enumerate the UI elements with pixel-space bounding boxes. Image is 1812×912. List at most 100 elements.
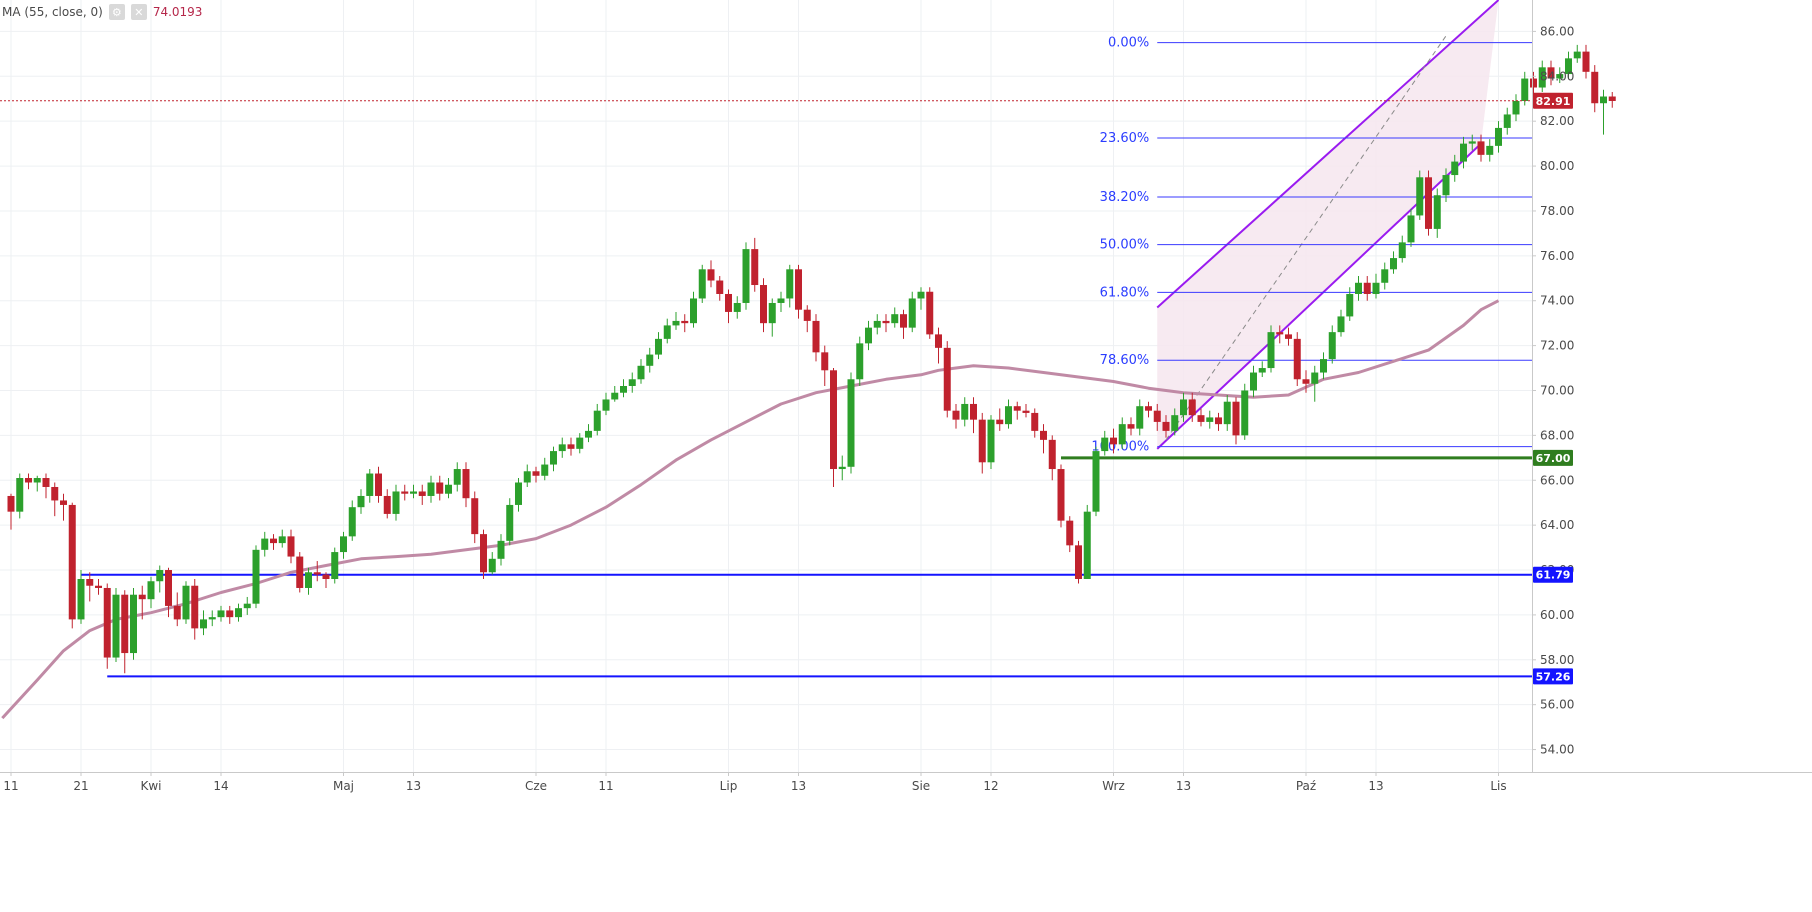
candle-body: [1556, 74, 1564, 79]
candle-body: [970, 403, 977, 420]
candle: [1066, 516, 1074, 553]
time-tick-label: 13: [1176, 779, 1191, 793]
candle-body: [541, 464, 549, 476]
candle-body: [1206, 417, 1214, 422]
candle-body: [506, 504, 514, 541]
candle: [436, 475, 444, 501]
candle-body: [1530, 78, 1537, 88]
candle-body: [1573, 51, 1581, 59]
candle: [978, 412, 986, 474]
candle-body: [786, 269, 794, 299]
candle: [1346, 287, 1354, 321]
candle-body: [1538, 67, 1546, 88]
candle-body: [1320, 359, 1327, 373]
candle: [1118, 417, 1126, 449]
candle: [725, 289, 732, 324]
candle-body: [1608, 96, 1616, 101]
candle: [1110, 428, 1117, 454]
candle-body: [725, 293, 732, 312]
candle: [1512, 94, 1520, 122]
candle: [1530, 71, 1537, 95]
candle-body: [1547, 67, 1555, 79]
candle: [1407, 208, 1415, 247]
candle: [453, 462, 461, 492]
candle: [156, 565, 164, 593]
candle: [1232, 397, 1240, 445]
candle: [1031, 408, 1039, 438]
level-price-tag-bg: [1533, 449, 1573, 466]
candle: [532, 466, 540, 483]
candle-body: [795, 269, 802, 310]
candle: [1101, 430, 1109, 456]
candle-body: [926, 291, 934, 335]
candle: [856, 336, 864, 386]
candle: [1416, 170, 1424, 220]
candle-body: [803, 309, 811, 321]
candle-body: [523, 471, 531, 483]
price-tick-label: 86.00: [1540, 24, 1574, 38]
candle: [952, 403, 960, 429]
price-axis[interactable]: 54.0056.0058.0060.0062.0064.0066.0068.00…: [1532, 0, 1574, 772]
time-axis[interactable]: 11 21 Kwi 14 Maj 13 Cze 11 Lip 13 Sie 12 Wrz 13 Paź 13 L…: [0, 772, 1812, 793]
candle: [987, 415, 995, 470]
candle: [208, 610, 216, 627]
candle: [1390, 251, 1397, 274]
last-price-tag-bg: [1533, 92, 1573, 109]
level-price-tag: 61.79: [1533, 566, 1573, 583]
candle: [1538, 60, 1546, 93]
candle: [1591, 65, 1599, 113]
candle: [908, 291, 916, 333]
candle-body: [252, 549, 260, 604]
candle-body: [1250, 372, 1257, 391]
price-tick-label: 80.00: [1540, 159, 1574, 173]
candle-body: [95, 585, 102, 588]
candle: [733, 296, 741, 319]
fib-level-label: 61.80%: [1100, 285, 1150, 300]
candle: [130, 587, 137, 660]
price-tick-label: 72.00: [1540, 339, 1574, 353]
candle: [322, 572, 330, 588]
price-tick-label: 58.00: [1540, 653, 1574, 667]
candle-body: [33, 478, 41, 483]
candle: [1162, 415, 1170, 438]
candle: [873, 314, 881, 335]
candle: [1372, 273, 1380, 299]
candle-body: [375, 473, 382, 496]
candle-body: [25, 478, 32, 483]
candle-body: [1381, 269, 1389, 283]
candle-body: [1092, 451, 1100, 512]
candle: [340, 531, 347, 559]
candle: [917, 287, 925, 310]
candle-body: [1363, 282, 1371, 294]
candle-body: [672, 320, 680, 326]
candle: [1547, 60, 1555, 86]
candle-body: [165, 570, 172, 606]
candle: [1565, 51, 1572, 79]
gear-icon[interactable]: ⚙: [108, 4, 125, 20]
candle-body: [130, 594, 137, 654]
candle-body: [1040, 430, 1047, 440]
candle-body: [1101, 437, 1109, 452]
fib-level-label: 38.20%: [1100, 190, 1150, 205]
fib-level-label: 23.60%: [1100, 131, 1150, 146]
candle: [488, 552, 496, 575]
candle: [252, 545, 260, 609]
level-price-tag: 57.26: [1533, 668, 1573, 685]
candle-body: [1188, 399, 1196, 416]
candle-body: [1337, 316, 1345, 333]
candle: [847, 372, 855, 474]
candle-body: [436, 482, 444, 494]
candle: [217, 605, 225, 622]
regression-channel: [1156, 0, 1500, 450]
candle-body: [1171, 415, 1179, 431]
candle-body: [1197, 415, 1205, 422]
candle: [51, 482, 59, 517]
candle: [366, 469, 374, 503]
candle: [427, 475, 435, 503]
price-tick-label: 64.00: [1540, 518, 1574, 532]
close-icon[interactable]: ✕: [130, 4, 147, 20]
candle-body: [445, 484, 452, 494]
study-label: MA (55, close, 0): [2, 5, 103, 19]
candle-body: [760, 285, 767, 324]
